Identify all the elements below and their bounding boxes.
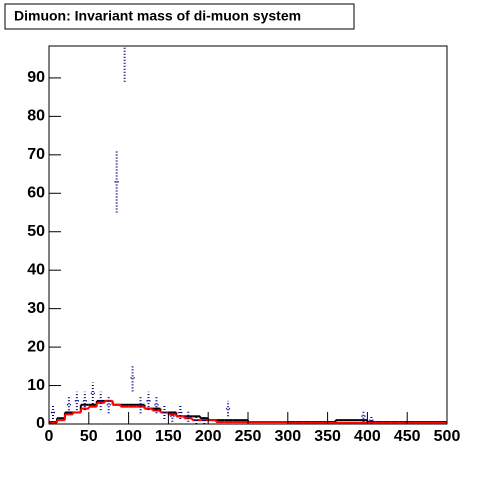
y-tick-label: 30 xyxy=(27,300,45,317)
y-tick-label: 70 xyxy=(27,146,45,163)
x-tick-label: 450 xyxy=(394,428,421,445)
x-tick-label: 0 xyxy=(45,428,54,445)
x-tick-label: 200 xyxy=(195,428,222,445)
y-tick-label: 0 xyxy=(36,415,45,432)
x-tick-label: 500 xyxy=(434,428,461,445)
y-tick-label: 80 xyxy=(27,108,45,125)
x-tick-label: 100 xyxy=(115,428,142,445)
y-tick-label: 90 xyxy=(27,69,45,86)
x-tick-label: 350 xyxy=(314,428,341,445)
x-tick-label: 400 xyxy=(354,428,381,445)
x-tick-label: 50 xyxy=(80,428,98,445)
x-tick-label: 150 xyxy=(155,428,182,445)
title-box xyxy=(4,3,355,30)
y-tick-label: 40 xyxy=(27,261,45,278)
y-tick-label: 10 xyxy=(27,377,45,394)
x-tick-label: 250 xyxy=(235,428,262,445)
x-tick-label: 300 xyxy=(274,428,301,445)
chart-title: Dimuon: Invariant mass of di-muon system xyxy=(14,8,301,24)
plot-area xyxy=(49,46,447,424)
y-tick-label: 20 xyxy=(27,338,45,355)
y-tick-label: 60 xyxy=(27,184,45,201)
y-tick-label: 50 xyxy=(27,223,45,240)
